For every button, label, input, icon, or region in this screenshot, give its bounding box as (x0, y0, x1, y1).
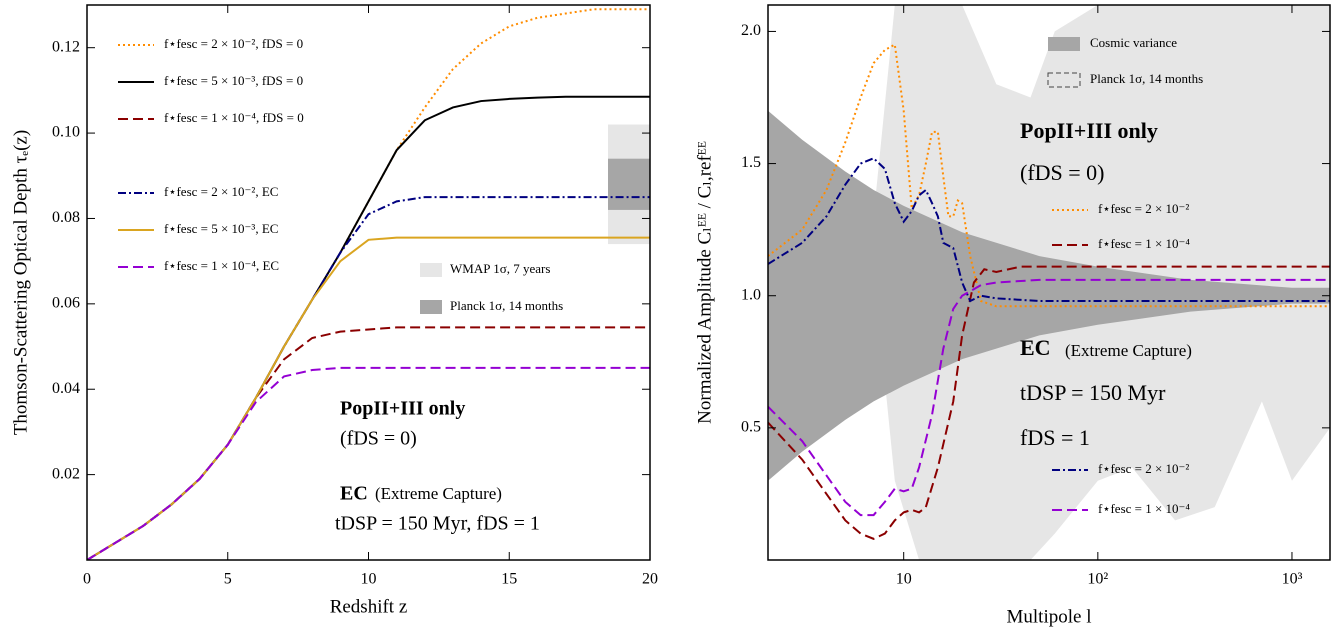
x-axis-label: Redshift z (330, 596, 408, 617)
annotation: (Extreme Capture) (375, 484, 502, 503)
x-tick-label: 5 (224, 571, 232, 588)
x-tick-label: 0 (83, 571, 91, 588)
legend-label: f⋆fesc = 5 × 10⁻³, EC (164, 221, 278, 236)
x-tick-label: 10 (896, 571, 912, 588)
legend-swatch (1048, 37, 1080, 51)
series-line (768, 278, 1330, 517)
legend-label: f⋆fesc = 5 × 10⁻³, fDS = 0 (164, 73, 303, 88)
axes-frame (767, 4, 1331, 561)
x-tick-label: 10² (1087, 571, 1108, 588)
annotation: (fDS = 0) (1020, 160, 1105, 185)
series-line (768, 265, 1330, 540)
y-axis-label: Normalized Amplitude Cₗᴱᴱ / Cₗ,refᴱᴱ (694, 141, 715, 424)
annotation: (Extreme Capture) (1065, 341, 1192, 360)
y-tick-label: 0.06 (52, 295, 80, 312)
x-tick-label: 20 (642, 571, 658, 588)
annotation: tDSP = 150 Myr (1020, 380, 1166, 405)
legend-label: WMAP 1σ, 7 years (450, 261, 550, 276)
legend-label: f⋆fesc = 2 × 10⁻² (1098, 461, 1189, 476)
legend-label: f⋆fesc = 2 × 10⁻², fDS = 0 (164, 36, 303, 51)
legend-swatch (420, 263, 442, 277)
annotation: PopII+III only (1020, 118, 1158, 143)
axes-frame (86, 4, 651, 561)
annotation: tDSP = 150 Myr, fDS = 1 (335, 513, 540, 535)
y-tick-label: 0.04 (52, 380, 80, 397)
series-line (87, 95, 650, 560)
legend-label: f⋆fesc = 2 × 10⁻² (1098, 201, 1189, 216)
x-tick-label: 10³ (1282, 571, 1303, 588)
series-line (768, 43, 1330, 308)
y-tick-label: 0.02 (52, 465, 80, 482)
legend-swatch (420, 300, 442, 314)
x-axis-label: Multipole l (1007, 606, 1092, 627)
y-tick-label: 0.08 (52, 209, 80, 226)
y-tick-label: 1.5 (741, 154, 761, 171)
legend-label: Planck 1σ, 14 months (1090, 71, 1203, 86)
legend-label: f⋆fesc = 1 × 10⁻⁴ (1098, 501, 1190, 516)
observation-band (608, 158, 650, 210)
y-tick-label: 1.0 (741, 286, 761, 303)
legend-swatch (1047, 72, 1081, 88)
legend-label: f⋆fesc = 1 × 10⁻⁴, fDS = 0 (164, 110, 304, 125)
legend-label: f⋆fesc = 2 × 10⁻², EC (164, 184, 278, 199)
y-tick-label: 0.10 (52, 124, 80, 141)
y-tick-label: 0.12 (52, 38, 80, 55)
series-line (768, 157, 1330, 303)
annotation: EC (1020, 335, 1051, 360)
legend-label: f⋆fesc = 1 × 10⁻⁴, EC (164, 258, 279, 273)
legend-label: f⋆fesc = 1 × 10⁻⁴ (1098, 236, 1190, 251)
annotation: (fDS = 0) (340, 428, 417, 450)
series-line (87, 366, 650, 560)
legend-label: Cosmic variance (1090, 35, 1177, 50)
y-axis-label: Thomson-Scattering Optical Depth τₑ(z) (10, 130, 31, 435)
legend-label: Planck 1σ, 14 months (450, 298, 563, 313)
annotation: PopII+III only (340, 398, 465, 420)
plot-area (768, 5, 1330, 560)
series-line (87, 8, 650, 560)
x-tick-label: 15 (501, 571, 517, 588)
x-tick-label: 10 (361, 571, 377, 588)
y-tick-label: 2.0 (741, 22, 761, 39)
plot-area (87, 8, 650, 560)
variance-area (768, 110, 1330, 481)
annotation: EC (340, 483, 368, 505)
annotation: fDS = 1 (1020, 425, 1090, 450)
y-tick-label: 0.5 (741, 419, 761, 436)
